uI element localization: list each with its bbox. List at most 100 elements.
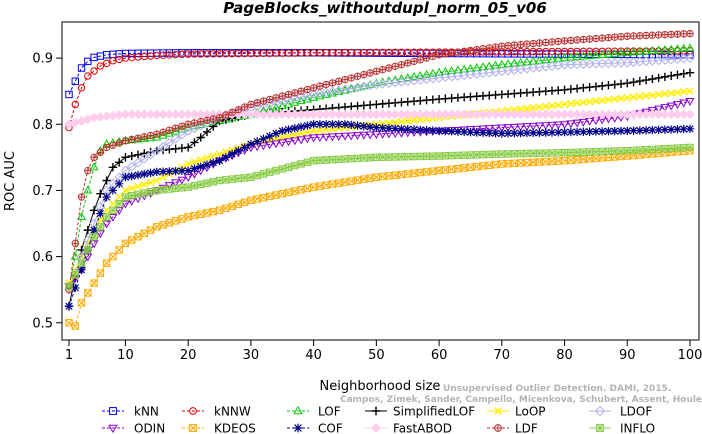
series-fastabod [64, 109, 695, 130]
data-point-knnw [102, 59, 111, 68]
data-point-cof [365, 122, 375, 132]
x-tick-label: 70 [494, 348, 511, 363]
data-point-ldf [604, 33, 613, 42]
data-point-loop [529, 104, 537, 112]
data-point-kdeos [309, 183, 318, 191]
data-point-cof [102, 192, 111, 202]
data-point-loop [109, 199, 117, 208]
data-point-odin [265, 141, 275, 150]
data-point-cof [579, 127, 588, 136]
data-point-fastabod [396, 109, 407, 120]
data-point-simplifiedlof [673, 70, 682, 79]
data-point-loop [642, 92, 650, 100]
data-point-cof [353, 121, 362, 130]
data-point-cof [453, 127, 463, 136]
data-point-inflo [240, 174, 249, 182]
data-point-ldf [447, 49, 456, 57]
data-point-fastabod [515, 109, 526, 120]
data-point-loop [654, 90, 663, 99]
data-point-inflo [140, 189, 148, 197]
data-point-ldf [240, 103, 249, 111]
data-point-kdeos [542, 157, 550, 166]
data-point-ldf [498, 42, 506, 50]
data-point-fastabod [647, 109, 658, 120]
data-point-loop [680, 88, 688, 96]
legend-item-knn: kNN [102, 405, 159, 419]
data-point-cof [271, 129, 281, 138]
data-point-lof [654, 45, 664, 54]
data-point-ldf [234, 105, 243, 114]
data-point-loop [623, 94, 631, 102]
data-point-cof [278, 126, 287, 136]
data-point-inflo [153, 186, 161, 195]
data-point-odin [277, 139, 287, 148]
data-point-cof [685, 124, 695, 134]
data-point-lof [585, 51, 595, 60]
data-point-loop [159, 173, 167, 181]
data-point-knnw [84, 72, 92, 80]
legend-item-ldf: LDF [487, 422, 538, 434]
legend-label-ldof: LDOF [620, 405, 652, 419]
data-point-cof [491, 129, 500, 138]
data-point-cof [184, 166, 193, 175]
data-point-inflo [215, 176, 224, 185]
data-point-inflo [165, 185, 174, 193]
data-point-fastabod [672, 109, 683, 120]
data-point-fastabod [402, 109, 413, 120]
data-point-fastabod [434, 109, 444, 120]
data-point-ldf [636, 32, 644, 40]
data-point-inflo [479, 150, 487, 159]
legend-item-odin: ODIN [102, 422, 165, 434]
data-point-cof [240, 143, 249, 152]
x-tick-label: 10 [117, 348, 134, 363]
data-point-ldf [611, 33, 619, 41]
series-knnw [65, 47, 694, 132]
data-point-kdeos [203, 209, 211, 217]
data-point-loop [316, 126, 324, 134]
data-point-fastabod [170, 109, 181, 120]
data-point-fastabod [578, 109, 589, 120]
legend-label-fastabod: FastABOD [393, 422, 452, 434]
legend-item-lof: LOF [287, 405, 341, 419]
data-point-cof [121, 173, 130, 182]
data-point-fastabod [421, 109, 432, 120]
series-line-loop [68, 90, 691, 284]
data-point-odin [534, 122, 544, 131]
data-point-ldf [648, 31, 657, 39]
y-tick-label: 0.5 [32, 316, 53, 331]
data-point-cof [171, 166, 180, 176]
data-point-ldof [126, 161, 137, 172]
data-point-ldf [77, 193, 86, 201]
data-point-lof [685, 43, 695, 52]
series-ldf [65, 29, 694, 294]
data-point-ldf [347, 74, 355, 82]
data-point-cof [284, 125, 293, 134]
data-point-simplifiedlof [184, 143, 193, 152]
data-point-kdeos [84, 289, 92, 297]
data-point-ldf [309, 84, 318, 92]
data-point-lof [139, 133, 149, 142]
data-point-inflo [416, 152, 424, 161]
data-point-odin [491, 124, 501, 133]
legend-label-knn: kNN [134, 405, 159, 419]
data-point-loop [215, 150, 224, 158]
data-point-inflo [109, 206, 117, 214]
data-point-loop [385, 119, 393, 127]
data-point-odin [271, 140, 281, 149]
data-point-kdeos [146, 226, 155, 234]
data-point-ldf [228, 108, 236, 117]
data-point-cof [416, 125, 425, 135]
data-point-kdeos [259, 194, 268, 202]
legend-item-inflo: INFLO [589, 422, 655, 434]
data-point-inflo [548, 149, 556, 157]
data-point-fastabod [440, 109, 451, 120]
data-point-knn [71, 77, 79, 85]
data-point-lof [440, 67, 450, 75]
legend-item-fastabod: FastABOD [365, 422, 452, 434]
data-point-cof [221, 153, 230, 162]
x-tick-label: 30 [243, 348, 260, 363]
data-point-cof [347, 120, 356, 130]
data-point-inflo [316, 156, 324, 165]
data-point-kdeos [516, 159, 525, 167]
data-point-simplifiedlof [115, 158, 124, 167]
